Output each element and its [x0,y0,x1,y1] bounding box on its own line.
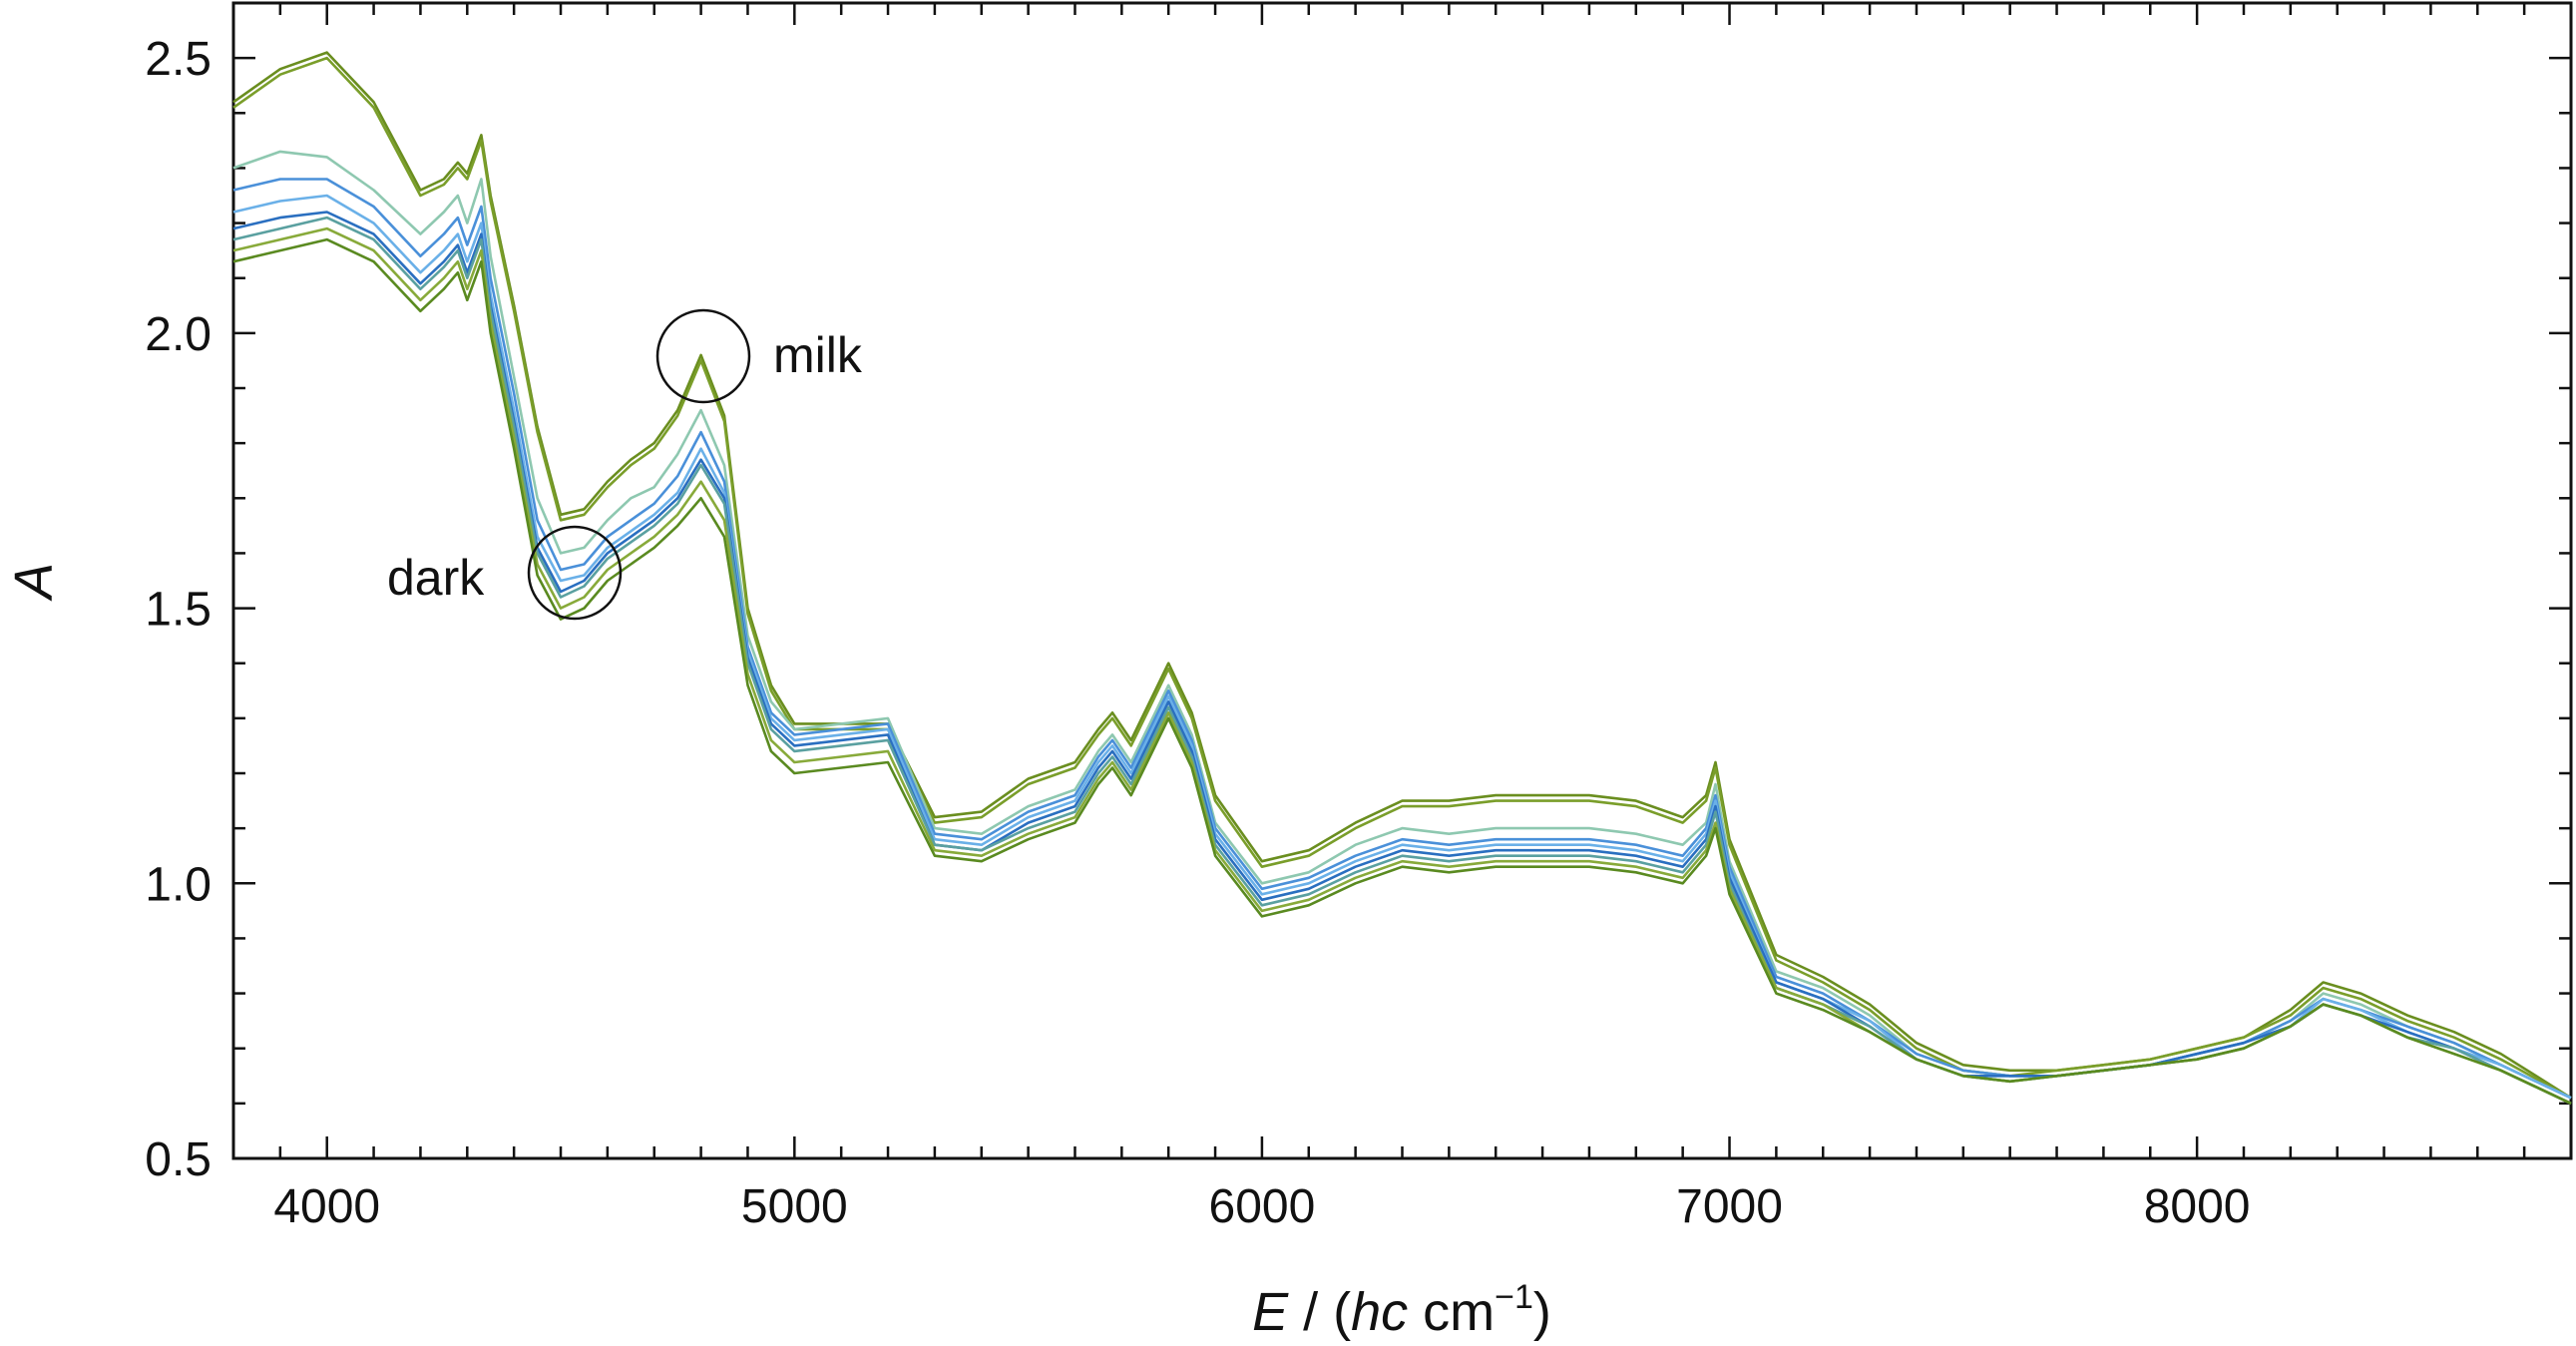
y-tick-label: 1.0 [145,858,212,911]
x-tick-label: 5000 [741,1180,848,1233]
series-lines [232,51,2572,1106]
y-tick-label: 2.5 [145,33,212,86]
x-tick-label: 7000 [1676,1180,1783,1233]
y-tick-label: 2.0 [145,308,212,361]
x-axis-label: E / (hc cm−1) [1252,1278,1551,1342]
x-tick-label: 8000 [2144,1180,2251,1233]
series-line-9 [232,237,2572,1106]
y-tick-label: 1.5 [145,584,212,637]
y-tick-label: 0.5 [145,1133,212,1186]
x-tick-label: 6000 [1209,1180,1316,1233]
milk-marker-circle [655,308,751,404]
tick-labels: 4000 5000 6000 7000 8000 0.5 1.0 1.5 2.0 2.5 [145,33,2250,1233]
annotation-dark: dark [387,550,485,606]
x-tick-label: 4000 [273,1180,380,1233]
annotation-milk: milk [773,327,863,383]
plot-area [231,1,2573,1160]
series-line-2 [232,56,2572,1100]
y-axis-label: A [4,563,64,602]
dark-marker-circle [527,525,623,621]
axis-ticks [231,1,2573,1160]
